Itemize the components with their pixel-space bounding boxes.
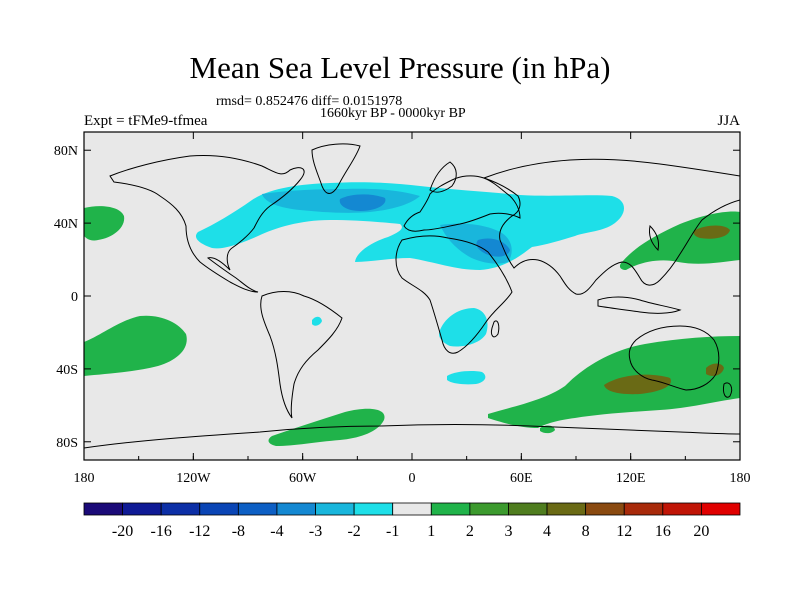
colorbar-swatch bbox=[353, 502, 394, 516]
coast-africa bbox=[395, 235, 513, 354]
colorbar-swatch bbox=[623, 502, 664, 516]
x-tick-label: 180 bbox=[74, 471, 95, 486]
colorbar-label: 3 bbox=[504, 523, 512, 540]
colorbar-swatch bbox=[315, 502, 355, 516]
anomaly-northwest-pacific-dark bbox=[693, 225, 730, 239]
colorbar-label: -12 bbox=[189, 523, 210, 540]
colorbar-label: -20 bbox=[112, 523, 133, 540]
colorbar-label: -1 bbox=[386, 523, 399, 540]
anomaly-southern-ocean-dark bbox=[604, 374, 671, 395]
coast-australia bbox=[628, 325, 720, 391]
colorbar-swatch bbox=[701, 502, 741, 516]
colorbar-swatch bbox=[160, 502, 201, 516]
colorbar-label: -16 bbox=[151, 523, 172, 540]
colorbar-swatch bbox=[276, 502, 316, 516]
y-tick-label: 80N bbox=[54, 144, 78, 159]
coast-asia bbox=[482, 158, 740, 295]
colorbar-label: 4 bbox=[543, 523, 551, 540]
anomaly-small-south-atlantic bbox=[312, 316, 322, 326]
colorbar-swatch bbox=[508, 502, 548, 516]
x-tick-label: 60W bbox=[289, 471, 317, 486]
x-tick-label: 180 bbox=[730, 471, 751, 486]
coastlines bbox=[84, 143, 740, 449]
colorbar-label: 16 bbox=[655, 523, 671, 540]
anomaly-south-pacific-positive bbox=[84, 315, 187, 376]
axis-ticks: 180 120W 60W 0 60E 120E 180 80N 40N 0 40S 80S bbox=[54, 132, 751, 486]
map-title: Mean Sea Level Pressure (in hPa) bbox=[189, 50, 611, 85]
experiment-label: Expt = tFMe9-tfmea bbox=[84, 113, 208, 129]
colorbar-swatch bbox=[199, 502, 239, 516]
stats-line: rmsd= 0.852476 diff= 0.0151978 bbox=[216, 94, 403, 109]
coast-europe bbox=[403, 175, 521, 232]
colorbar-label: 8 bbox=[582, 523, 590, 540]
y-tick-label: 0 bbox=[71, 290, 78, 305]
coast-north-america bbox=[109, 155, 305, 293]
x-tick-label: 60E bbox=[510, 471, 533, 486]
anomaly-south-indian-negative bbox=[447, 371, 486, 385]
colorbar-label: -2 bbox=[347, 523, 360, 540]
anomaly-north-atlantic-dark bbox=[339, 194, 386, 211]
y-tick-label: 40S bbox=[56, 363, 78, 378]
colorbar-swatch bbox=[546, 502, 587, 516]
coast-japan bbox=[649, 224, 659, 252]
colorbar: -20 -16 -12 -8 -4 -3 -2 -1 1 2 3 4 8 12 16 20 bbox=[83, 502, 741, 540]
colorbar-swatch bbox=[430, 502, 471, 516]
colorbar-label: 2 bbox=[466, 523, 474, 540]
colorbar-swatch bbox=[469, 502, 509, 516]
anomaly-north-pacific-west-positive bbox=[84, 206, 125, 241]
coast-greenland bbox=[311, 143, 361, 194]
coast-scandinavia bbox=[429, 161, 457, 193]
coast-new-zealand bbox=[723, 382, 733, 398]
anomaly-fields bbox=[84, 143, 740, 449]
colorbar-label: 20 bbox=[693, 523, 709, 540]
colorbar-label: -3 bbox=[309, 523, 322, 540]
colorbar-label: 12 bbox=[616, 523, 632, 540]
coast-madagascar bbox=[491, 320, 500, 338]
x-tick-label: 0 bbox=[409, 471, 416, 486]
y-tick-label: 40N bbox=[54, 217, 78, 232]
anomaly-small-east-antarctic bbox=[540, 425, 555, 434]
period-line: 1660kyr BP - 0000kyr BP bbox=[320, 106, 466, 121]
colorbar-swatch bbox=[237, 502, 278, 516]
colorbar-label: -8 bbox=[232, 523, 245, 540]
x-tick-label: 120W bbox=[176, 471, 211, 486]
x-tick-label: 120E bbox=[616, 471, 646, 486]
colorbar-swatch bbox=[662, 502, 702, 516]
season-label: JJA bbox=[717, 113, 740, 129]
y-tick-label: 80S bbox=[56, 436, 78, 451]
anomaly-australia-dark bbox=[706, 363, 724, 376]
coast-antarctica bbox=[84, 424, 740, 449]
colorbar-swatch bbox=[392, 502, 432, 516]
colorbar-swatch bbox=[83, 502, 123, 516]
colorbar-label: -4 bbox=[270, 523, 283, 540]
coast-south-america bbox=[260, 291, 343, 419]
coast-indonesia bbox=[597, 296, 682, 314]
colorbar-swatch bbox=[122, 502, 162, 516]
colorbar-label: 1 bbox=[427, 523, 435, 540]
colorbar-swatch bbox=[585, 502, 625, 516]
